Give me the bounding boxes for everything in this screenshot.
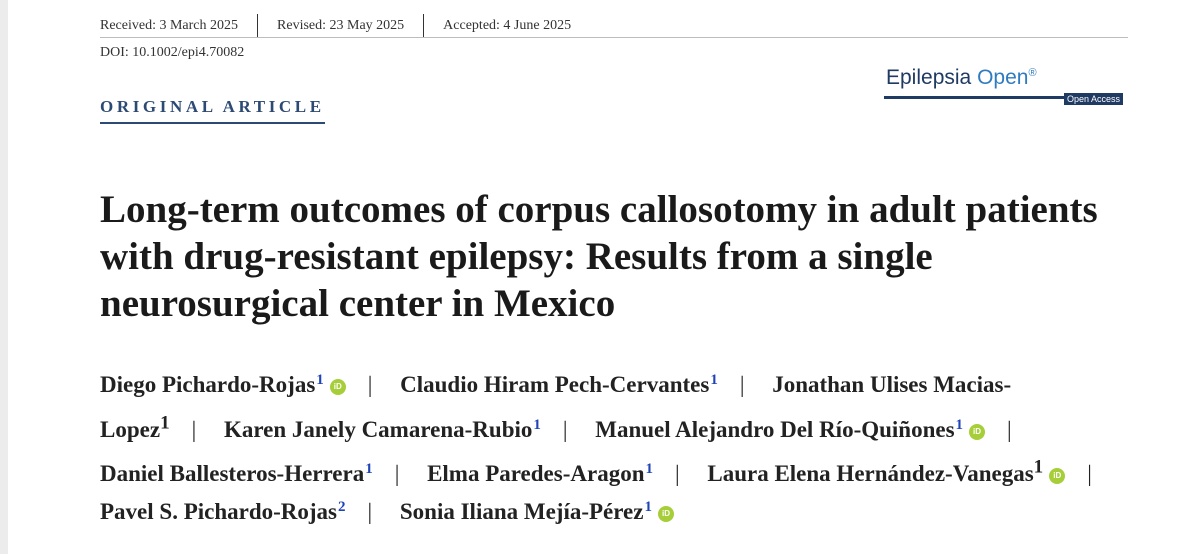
affiliation-marker[interactable]: 1 [1033, 456, 1044, 478]
affiliation-marker[interactable]: 1 [365, 461, 373, 478]
author-name[interactable]: Manuel Alejandro Del Río-Quiñones [595, 416, 955, 442]
author-name[interactable]: Diego Pichardo-Rojas [100, 372, 316, 397]
affiliation-marker[interactable]: 1 [955, 416, 964, 433]
author[interactable]: Manuel Alejandro Del Río-Quiñones1 iD [595, 416, 986, 442]
orcid-icon[interactable]: iD [329, 379, 346, 395]
author-list: Diego Pichardo-Rojas1 iD | Claudio Hiram P… [100, 366, 1128, 531]
author-name[interactable]: Daniel Ballesteros-Herrera [100, 461, 365, 487]
author-separator: | [367, 499, 373, 525]
author[interactable]: Karen Janely Camarena-Rubio1 [224, 417, 541, 442]
doi[interactable]: DOI: 10.1002/epi4.70082 [100, 45, 245, 60]
journal-name: Epilepsia Open® [886, 66, 1037, 90]
article-history: Received: 3 March 2025 Revised: 23 May 2… [100, 14, 590, 38]
author-separator: | [1007, 416, 1012, 442]
author[interactable]: Elma Paredes-Aragon1 [427, 461, 653, 486]
affiliation-marker[interactable]: 1 [160, 412, 170, 433]
author-name[interactable]: Jonathan Ulises Macias-Lopez [100, 372, 1012, 442]
author-name[interactable]: Karen Janely Camarena-Rubio [224, 416, 533, 442]
received-date: Received: 3 March 2025 [100, 18, 239, 33]
author-separator: | [191, 416, 197, 442]
author[interactable]: Laura Elena Hernández-Vanegas1 iD [707, 457, 1066, 487]
header-rule [100, 37, 1128, 38]
author[interactable]: Pavel S. Pichardo-Rojas2 [100, 499, 346, 524]
author-name[interactable]: Laura Elena Hernández-Vanegas [707, 461, 1034, 487]
registered-mark: ® [1028, 67, 1037, 79]
article-title: Long-term outcomes of corpus callosotomy… [100, 188, 1098, 325]
author[interactable]: Claudio Hiram Pech-Cervantes1 [400, 372, 718, 397]
author[interactable]: Jonathan Ulises Macias-Lopez1 [100, 372, 1011, 442]
author-separator: | [562, 416, 568, 442]
revised-date: Revised: 23 May 2025 [277, 18, 405, 33]
orcid-icon[interactable]: iD [969, 423, 986, 440]
affiliation-marker[interactable]: 1 [533, 416, 541, 433]
article-type-label: ORIGINAL ARTICLE [100, 97, 325, 124]
open-access-badge: Open Access [1064, 93, 1124, 105]
author-separator: | [394, 461, 400, 487]
author-name[interactable]: Pavel S. Pichardo-Rojas [100, 499, 338, 525]
divider [257, 14, 259, 38]
author[interactable]: Daniel Ballesteros-Herrera1 [100, 461, 373, 486]
affiliation-marker[interactable]: 1 [644, 499, 652, 516]
journal-name-part2: Open [977, 66, 1029, 89]
author[interactable]: Sonia Iliana Mejía-Pérez1 iD [400, 499, 674, 524]
journal-name-part1: Epilepsia [886, 66, 972, 89]
affiliation-marker[interactable]: 1 [645, 461, 654, 478]
author-name[interactable]: Sonia Iliana Mejía-Pérez [399, 499, 644, 525]
affiliation-marker[interactable]: 1 [710, 372, 718, 388]
author-name[interactable]: Claudio Hiram Pech-Cervantes [400, 372, 710, 397]
journal-logo-bar [884, 96, 1064, 99]
orcid-icon[interactable]: iD [657, 506, 674, 523]
divider [423, 14, 425, 38]
orcid-icon[interactable]: iD [1049, 468, 1066, 485]
page-left-edge [0, 0, 8, 554]
author-separator: | [1087, 461, 1092, 487]
accepted-date: Accepted: 4 June 2025 [443, 18, 572, 33]
journal-logo: Epilepsia Open® Open Access [884, 66, 1128, 108]
affiliation-marker[interactable]: 2 [338, 499, 346, 516]
author-separator: | [675, 461, 680, 487]
author-name[interactable]: Elma Paredes-Aragon [427, 461, 645, 487]
affiliation-marker[interactable]: 1 [316, 372, 324, 388]
author-separator: | [367, 372, 373, 397]
author[interactable]: Diego Pichardo-Rojas1 iD [100, 372, 346, 397]
author-separator: | [739, 372, 745, 397]
